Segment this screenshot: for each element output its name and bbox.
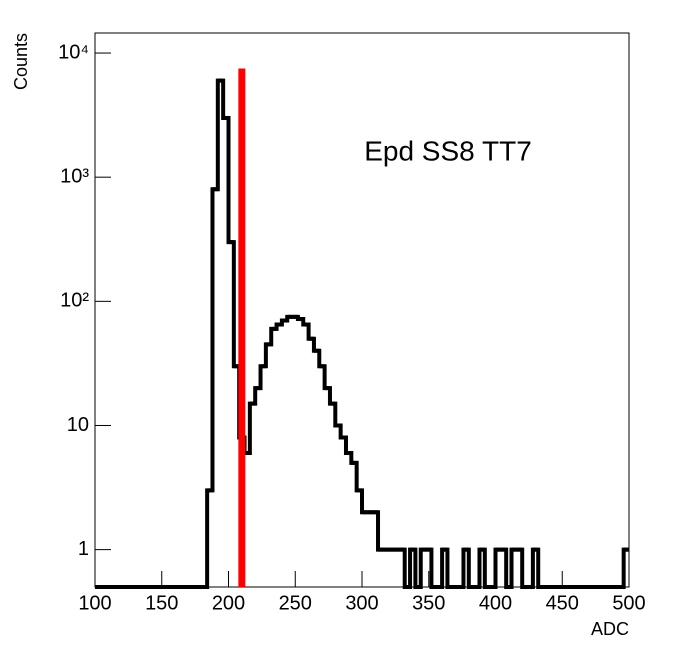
x-tick-label: 400 — [479, 592, 512, 614]
y-tick-label: 10 — [67, 414, 89, 436]
x-tick-label: 100 — [78, 592, 111, 614]
x-tick-label: 450 — [546, 592, 579, 614]
x-tick-label: 500 — [612, 592, 645, 614]
y-axis-label: Counts — [11, 33, 31, 90]
y-tick-label: 1 — [78, 538, 89, 560]
x-tick-label: 150 — [145, 592, 178, 614]
y-tick-label: 10³ — [60, 165, 89, 187]
annotation: Epd SS8 TT7 — [364, 135, 532, 166]
x-tick-label: 200 — [212, 592, 245, 614]
y-tick-label: 10⁴ — [58, 41, 89, 63]
x-axis-label: ADC — [591, 619, 629, 639]
x-tick-label: 350 — [412, 592, 445, 614]
y-tick-label: 10² — [60, 290, 89, 312]
x-tick-label: 250 — [279, 592, 312, 614]
x-tick-label: 300 — [345, 592, 378, 614]
